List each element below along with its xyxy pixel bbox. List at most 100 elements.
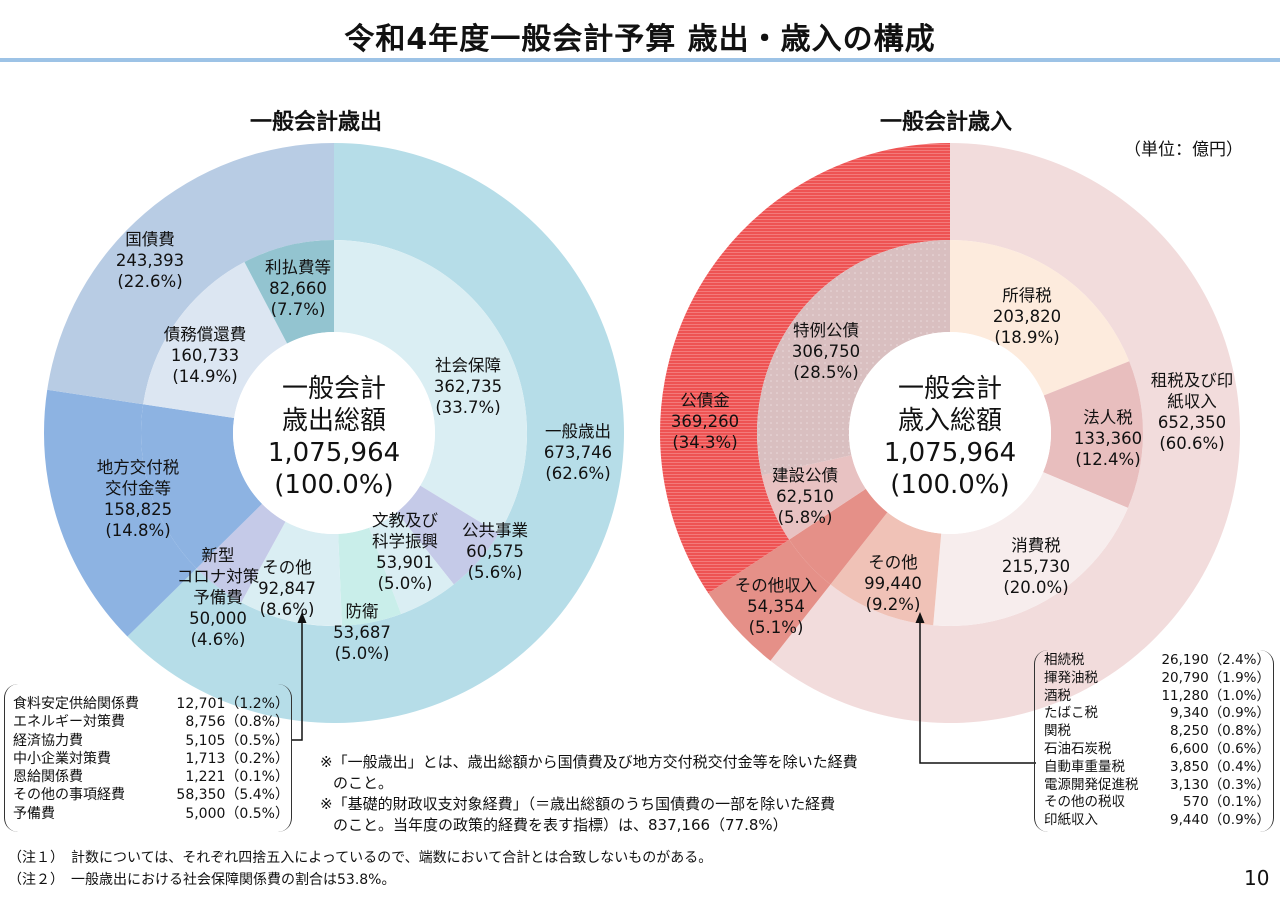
- breakdown-row: 中小企業対策費 1,713 （0.2%）: [13, 750, 289, 768]
- page-title: 令和4年度一般会計予算 歳出・歳入の構成: [344, 22, 936, 57]
- label-pct: (12.4%): [1075, 450, 1141, 469]
- label-value-label: 673,746: [543, 443, 613, 462]
- label-pct: (5.1%): [748, 618, 804, 637]
- label-value-label: 369,260: [670, 412, 740, 431]
- label-pct: (28.5%): [793, 363, 859, 382]
- breakdown-pct: （0.9%）: [1208, 705, 1270, 722]
- segment-shakai: [334, 240, 527, 534]
- label-tokurei: 特例公債 306,750 (28.5%): [792, 320, 860, 383]
- breakdown-name: 恩給関係費: [13, 769, 83, 786]
- label-value-label: 306,750: [791, 342, 861, 361]
- segment-hojin: [1043, 361, 1143, 508]
- breakdown-row: 自動車重量税 3,850 （0.4%）: [1044, 759, 1270, 777]
- label-pct: (20.0%): [1003, 578, 1069, 597]
- label-name: 地方交付税 交付金等: [96, 458, 180, 498]
- label-pct: (34.3%): [672, 433, 738, 452]
- label-name: 社会保障: [434, 356, 501, 375]
- center-total: 1,075,964: [883, 438, 1017, 468]
- breakdown-pct: （1.2%）: [225, 696, 289, 712]
- breakdown-row: 恩給関係費 1,221 （0.1%）: [13, 768, 289, 786]
- label-value-label: 160,733: [170, 346, 240, 365]
- label-sozei: 租税及び印紙収入 652,350 (60.6%): [1148, 370, 1236, 454]
- revenue-center: 一般会計 歳入総額 1,075,964 (100.0%): [884, 373, 1016, 501]
- breakdown-pct: （0.2%）: [225, 750, 289, 767]
- label-value-label: 50,000: [189, 609, 247, 628]
- label-value-label: 82,660: [269, 279, 327, 298]
- center-pct: (100.0%): [274, 470, 394, 500]
- label-value-label: 92,847: [258, 579, 316, 598]
- segment-ribarai: [244, 240, 334, 344]
- breakdown-pct: （0.5%）: [225, 805, 289, 822]
- label-pct: (9.2%): [865, 595, 921, 614]
- segment-sozei: [770, 143, 1240, 723]
- breakdown-value: 1,713: [185, 750, 226, 767]
- breakdown-row: 印紙収入 9,440 （0.9%）: [1044, 812, 1270, 830]
- footnote-2: （注２） 一般歳出における社会保障関係費の割合は53.8%。: [8, 872, 396, 888]
- breakdown-value: 570: [1182, 794, 1209, 811]
- segment-bunkyo: [369, 512, 454, 614]
- label-hojin: 法人税 133,360 (12.4%): [1074, 407, 1142, 470]
- label-name: 文教及び 科学振興: [372, 511, 438, 551]
- expenditure-title: 一般会計歳出: [249, 110, 382, 135]
- note-primary-balance: ※「基礎的財政収支対象経費」（＝歳出総額のうち国債費の一部を除いた経費: [320, 795, 836, 813]
- label-value-label: 652,350: [1157, 413, 1227, 432]
- breakdown-row: 相続税 26,190 （2.4%）: [1044, 652, 1270, 670]
- note-primary-balance-cont: のこと。当年度の政策的経費を表す指標）は、837,166（77.8%）: [333, 816, 788, 834]
- label-sonota: その他 92,847 (8.6%): [258, 557, 316, 620]
- label-name: 公債金: [680, 391, 730, 410]
- breakdown-value: 3,850: [1170, 758, 1209, 775]
- label-name: 新型 コロナ対策 予備費: [176, 546, 260, 607]
- breakdown-row: 経済協力費 5,105 （0.5%）: [13, 732, 289, 750]
- label-pct: (5.8%): [777, 508, 833, 527]
- footnote-1: （注１） 計数については、それぞれ四捨五入によっているので、端数において合計とは…: [8, 850, 713, 866]
- label-value-label: 215,730: [1001, 557, 1071, 576]
- breakdown-row: その他の税収 570 （0.1%）: [1044, 794, 1270, 812]
- label-name: 所得税: [1002, 286, 1052, 305]
- segment-chiho: [44, 389, 197, 637]
- breakdown-name: たばこ税: [1044, 705, 1098, 722]
- label-saimu: 債務償還費 160,733 (14.9%): [164, 324, 247, 387]
- label-value-label: 54,354: [747, 597, 805, 616]
- breakdown-name: その他の税収: [1044, 794, 1125, 811]
- expenditure-center: 一般会計 歳出総額 1,075,964 (100.0%): [268, 373, 400, 501]
- breakdown-pct: （0.4%）: [1208, 758, 1270, 775]
- label-ippan: 一般歳出 673,746 (62.6%): [544, 421, 612, 484]
- label-value-label: 53,901: [376, 553, 434, 572]
- label-ribarai: 利払費等 82,660 (7.7%): [265, 257, 331, 320]
- breakdown-bracket-left: [4, 684, 292, 832]
- center-line1: 一般会計: [281, 374, 387, 404]
- label-pct: (22.6%): [117, 272, 183, 291]
- breakdown-row: 酒税 11,280 （1.0%）: [1044, 688, 1270, 706]
- label-name: 特例公債: [792, 321, 859, 340]
- note-general-expenditure: ※「一般歳出」とは、歳出総額から国債費及び地方交付税交付金等を除いた経費: [320, 753, 858, 771]
- breakdown-name: 印紙収入: [1044, 812, 1098, 829]
- breakdown-value: 12,701: [176, 696, 226, 712]
- label-value-label: 60,575: [466, 542, 524, 561]
- label-pct: (5.0%): [334, 644, 390, 663]
- label-bunkyo: 文教及び 科学振興 53,901 (5.0%): [372, 510, 438, 594]
- segment-sonota_r: [830, 512, 942, 626]
- breakdown-name: その他の事項経費: [13, 787, 125, 804]
- breakdown-pct: （0.8%）: [1208, 723, 1270, 740]
- breakdown-value: 20,790: [1161, 669, 1209, 686]
- label-pct: (33.7%): [435, 398, 501, 417]
- segment-tokurei: [757, 240, 950, 476]
- page-number: 10: [1244, 866, 1270, 890]
- label-pct: (5.0%): [377, 574, 433, 593]
- segment-kokusai: [47, 143, 334, 405]
- arrow-head-left: [297, 612, 307, 623]
- label-shohi: 消費税 215,730 (20.0%): [1002, 535, 1070, 598]
- breakdown-name: 自動車重量税: [1044, 758, 1125, 775]
- center-line1: 一般会計: [897, 374, 1003, 404]
- breakdown-value: 26,190: [1161, 652, 1209, 668]
- revenue-other-breakdown: 相続税 26,190 （2.4%） 揮発油税 20,790 （1.9%） 酒税 11,280 （…: [1044, 652, 1270, 830]
- breakdown-row: 石油石炭税 6,600 （0.6%）: [1044, 741, 1270, 759]
- title-divider: [0, 58, 1280, 62]
- label-kokusai: 国債費 243,393 (22.6%): [116, 229, 184, 292]
- label-kokyo: 公共事業 60,575 (5.6%): [462, 520, 528, 583]
- breakdown-name: 予備費: [13, 805, 55, 822]
- breakdown-pct: （1.9%）: [1208, 669, 1270, 686]
- label-pct: (5.6%): [467, 563, 523, 582]
- breakdown-row: 揮発油税 20,790 （1.9%）: [1044, 670, 1270, 688]
